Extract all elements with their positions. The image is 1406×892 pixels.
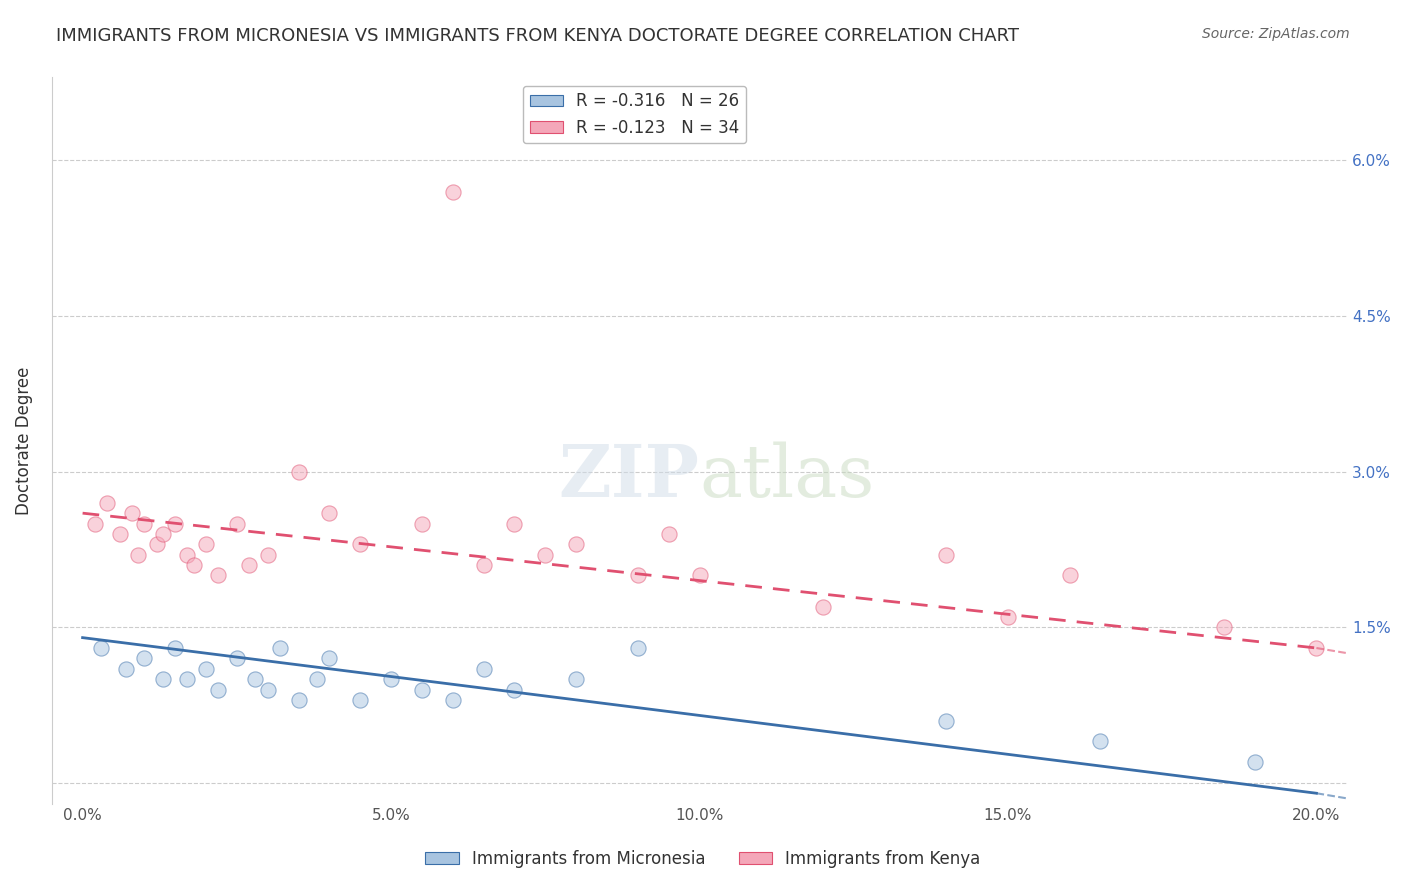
Point — [1305, 640, 1327, 655]
Point — [165, 640, 187, 655]
Point — [811, 599, 834, 614]
Point — [935, 714, 957, 728]
Point — [997, 610, 1019, 624]
Point — [1059, 568, 1081, 582]
Point — [287, 465, 309, 479]
Legend: R = -0.316   N = 26, R = -0.123   N = 34: R = -0.316 N = 26, R = -0.123 N = 34 — [523, 86, 747, 144]
Point — [84, 516, 107, 531]
Point — [90, 640, 112, 655]
Point — [627, 568, 650, 582]
Point — [287, 693, 309, 707]
Point — [411, 516, 433, 531]
Point — [207, 682, 229, 697]
Point — [114, 662, 136, 676]
Text: ZIP: ZIP — [558, 442, 700, 512]
Point — [256, 682, 278, 697]
Legend: Immigrants from Micronesia, Immigrants from Kenya: Immigrants from Micronesia, Immigrants f… — [419, 844, 987, 875]
Point — [127, 548, 149, 562]
Point — [165, 516, 187, 531]
Point — [269, 640, 291, 655]
Point — [194, 537, 217, 551]
Point — [108, 527, 131, 541]
Point — [1090, 734, 1112, 748]
Point — [503, 682, 526, 697]
Point — [238, 558, 260, 572]
Point — [318, 506, 340, 520]
Point — [183, 558, 205, 572]
Point — [349, 693, 371, 707]
Point — [245, 672, 267, 686]
Point — [152, 527, 174, 541]
Point — [441, 693, 464, 707]
Point — [441, 185, 464, 199]
Point — [380, 672, 402, 686]
Point — [1243, 755, 1265, 769]
Point — [121, 506, 143, 520]
Point — [565, 672, 588, 686]
Point — [256, 548, 278, 562]
Point — [134, 516, 156, 531]
Point — [176, 672, 198, 686]
Point — [689, 568, 711, 582]
Point — [145, 537, 167, 551]
Point — [305, 672, 328, 686]
Point — [349, 537, 371, 551]
Point — [627, 640, 650, 655]
Text: IMMIGRANTS FROM MICRONESIA VS IMMIGRANTS FROM KENYA DOCTORATE DEGREE CORRELATION: IMMIGRANTS FROM MICRONESIA VS IMMIGRANTS… — [56, 27, 1019, 45]
Point — [472, 558, 495, 572]
Point — [134, 651, 156, 665]
Point — [658, 527, 681, 541]
Y-axis label: Doctorate Degree: Doctorate Degree — [15, 367, 32, 515]
Point — [411, 682, 433, 697]
Point — [207, 568, 229, 582]
Point — [194, 662, 217, 676]
Point — [96, 496, 118, 510]
Point — [225, 651, 247, 665]
Text: Source: ZipAtlas.com: Source: ZipAtlas.com — [1202, 27, 1350, 41]
Point — [176, 548, 198, 562]
Point — [472, 662, 495, 676]
Point — [1212, 620, 1234, 634]
Point — [318, 651, 340, 665]
Point — [503, 516, 526, 531]
Point — [935, 548, 957, 562]
Point — [225, 516, 247, 531]
Text: atlas: atlas — [700, 442, 875, 512]
Point — [565, 537, 588, 551]
Point — [152, 672, 174, 686]
Point — [534, 548, 557, 562]
